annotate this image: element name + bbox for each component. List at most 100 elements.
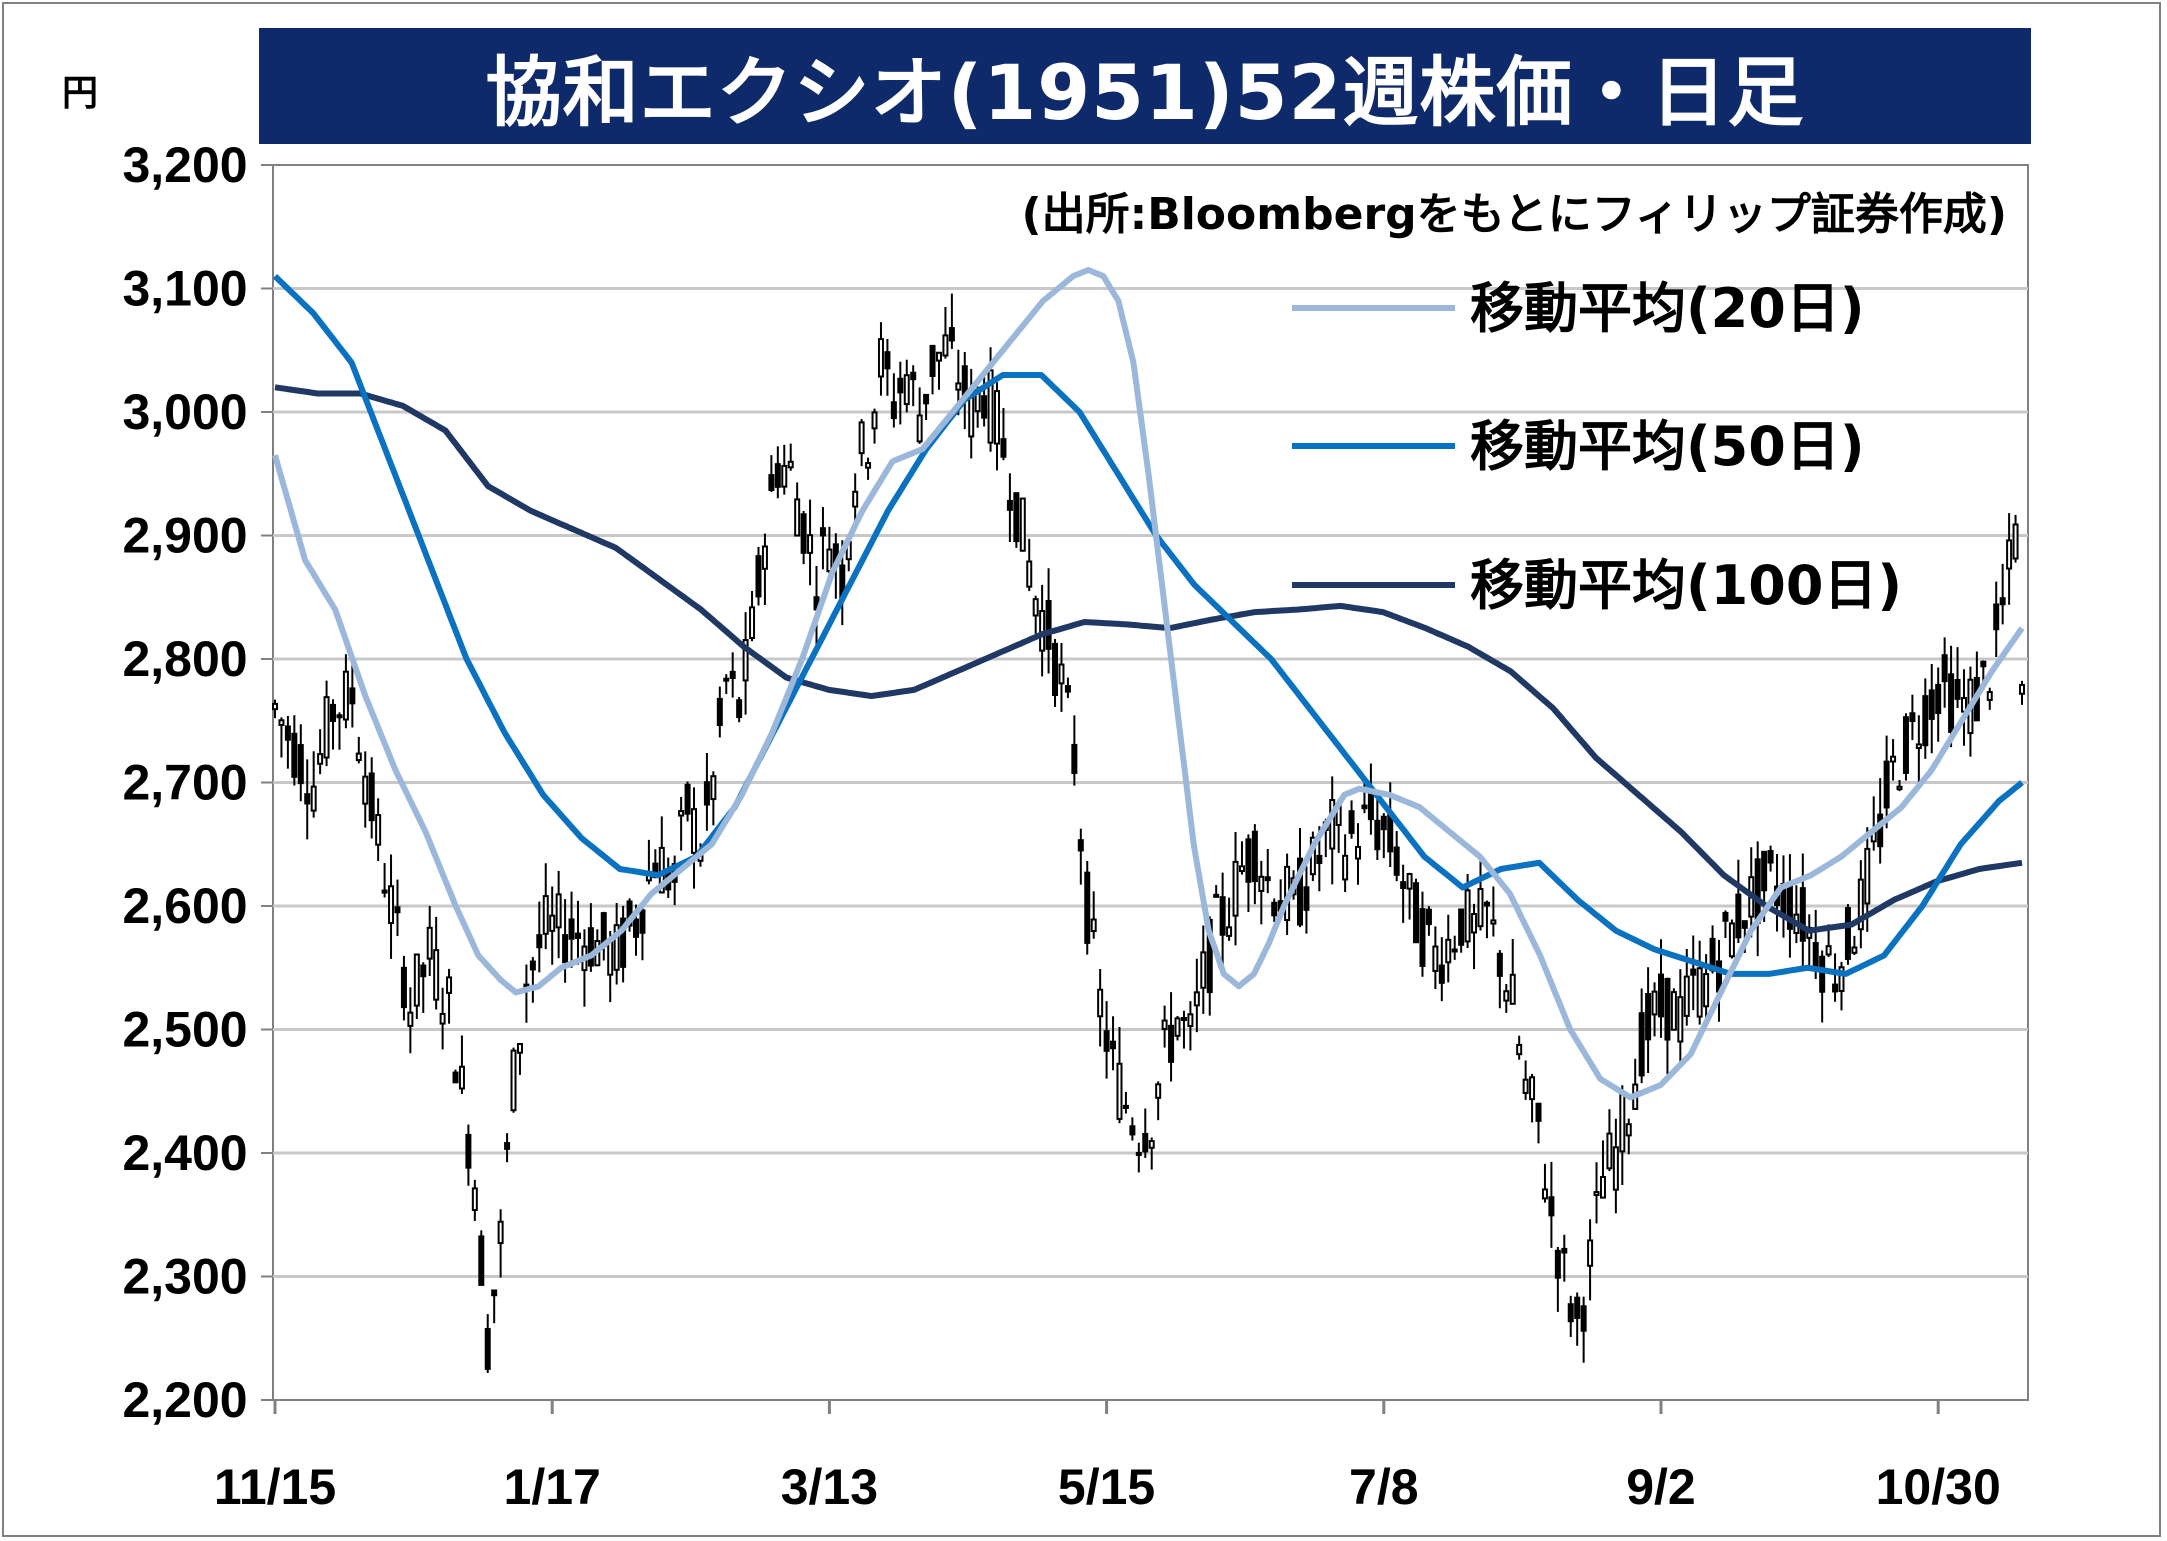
candle-body: [1844, 907, 1851, 960]
candle-body: [1954, 679, 1961, 700]
candle-body: [678, 810, 685, 817]
candle-body: [1438, 964, 1445, 984]
candle-body: [1097, 988, 1104, 1018]
candle-body: [1819, 955, 1826, 993]
candle-body: [1045, 600, 1052, 650]
y-tick-label: 2,900: [122, 508, 247, 564]
candle-body: [923, 393, 930, 405]
candle-body: [1052, 642, 1059, 696]
ma20-line: [272, 267, 2025, 1101]
candle-body: [1728, 922, 1735, 958]
candle-body: [890, 401, 897, 420]
candle-body: [1258, 875, 1265, 892]
moving-average-layer: [272, 267, 2025, 1101]
candle-body: [555, 893, 562, 929]
candle-body: [278, 719, 285, 726]
candle-body: [1645, 993, 1652, 1041]
candle-body: [420, 964, 427, 978]
candle-body: [497, 1220, 504, 1245]
candle-body: [710, 775, 717, 801]
candle-body: [310, 785, 317, 812]
candle-body: [407, 1011, 414, 1027]
candle-body: [381, 889, 388, 894]
candle-body: [471, 1187, 478, 1212]
candle-body: [1155, 1083, 1162, 1099]
candle-body: [1406, 873, 1413, 890]
candle-body: [852, 490, 859, 508]
candle-body: [1703, 973, 1710, 1008]
candle-body: [1458, 908, 1465, 946]
candle-body: [574, 932, 581, 939]
candle-body: [1980, 660, 1987, 668]
candle-body: [1541, 1188, 1548, 1200]
candle-body: [1580, 1305, 1587, 1332]
candle-body: [1896, 785, 1903, 791]
candle-body: [723, 677, 730, 682]
candle-body: [1670, 991, 1677, 1031]
candle-body: [1348, 810, 1355, 834]
candle-body: [607, 938, 614, 976]
candle-body: [388, 885, 395, 925]
candle-body: [1471, 913, 1478, 934]
candle-body: [439, 1012, 446, 1025]
candle-body: [916, 414, 923, 443]
candle-body: [2012, 523, 2019, 560]
candle-body: [819, 527, 826, 537]
candle-body: [897, 377, 904, 394]
candle-body: [633, 918, 640, 938]
chart-title: 協和エクシオ(1951)52週株価・日足: [259, 28, 2031, 144]
x-tick-label: 3/13: [781, 1459, 878, 1515]
candle-body: [542, 895, 549, 935]
candle-body: [1638, 1012, 1645, 1077]
candle-body: [1999, 597, 2006, 606]
candle-body: [865, 462, 872, 469]
candle-body: [742, 639, 749, 682]
candle-body: [1013, 492, 1020, 543]
candle-body: [2018, 683, 2026, 695]
candle-body: [935, 351, 942, 362]
candle-body: [1200, 951, 1207, 989]
candle-body: [452, 1071, 459, 1084]
candle-body: [1864, 847, 1871, 905]
candle-body: [639, 909, 646, 934]
candle-body: [368, 772, 375, 822]
candle-body: [1400, 881, 1407, 889]
x-tick-label: 10/30: [1876, 1459, 2001, 1515]
candle-body: [1683, 975, 1690, 1017]
candle-body: [1574, 1296, 1581, 1319]
candle-body: [1677, 996, 1684, 1043]
candle-body: [1316, 854, 1323, 865]
candle-body: [400, 966, 407, 1009]
candle-body: [1084, 871, 1091, 944]
candle-body: [1606, 1132, 1613, 1170]
candle-body: [587, 927, 594, 967]
candle-body: [1264, 876, 1271, 882]
candle-body: [955, 382, 962, 391]
candle-body: [1619, 1092, 1626, 1153]
candle-body: [794, 498, 801, 537]
candle-body: [1367, 792, 1374, 821]
candle-body: [1561, 1247, 1568, 1254]
candle-body: [1832, 983, 1839, 993]
candle-body: [807, 534, 814, 554]
candle-body: [1516, 1043, 1523, 1056]
candle-body: [884, 351, 891, 370]
candle-body: [1161, 1019, 1168, 1030]
candle-body: [1058, 663, 1065, 685]
candle-body: [1303, 886, 1310, 911]
candle-body: [1741, 920, 1748, 929]
x-tick-label: 11/15: [214, 1459, 336, 1515]
candle-body: [1993, 603, 2000, 631]
candle-body: [1535, 1102, 1542, 1122]
candle-body: [1941, 654, 1948, 683]
candle-body: [1877, 813, 1884, 848]
candle-body: [1006, 499, 1013, 511]
y-tick-label: 3,100: [122, 261, 247, 317]
candle-body: [1761, 850, 1768, 892]
candle-body: [1361, 804, 1368, 810]
candle-body: [1090, 918, 1097, 933]
candle-body: [613, 924, 620, 971]
candle-body: [271, 702, 279, 711]
legend-label-ma100: 移動平均(100日): [1470, 554, 1902, 617]
